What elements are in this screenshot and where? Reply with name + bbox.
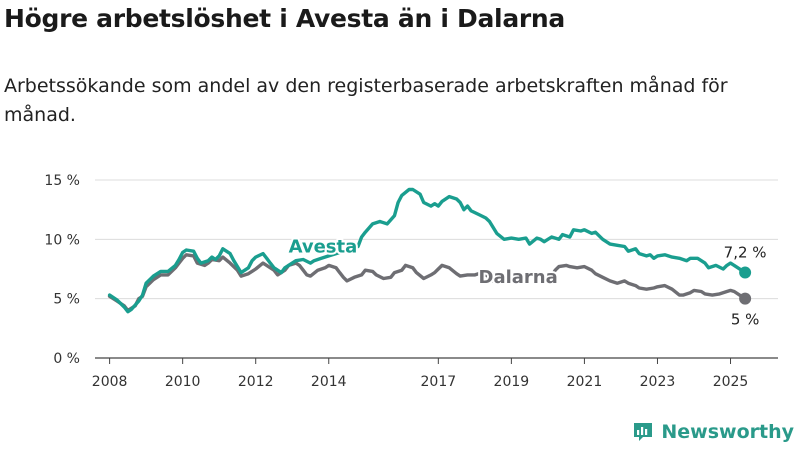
brand-logo: Newsworthy [631, 420, 794, 444]
x-tick-label: 2008 [92, 374, 128, 390]
end-label-dalarna: 5 % [731, 311, 760, 329]
x-tick-label: 2021 [567, 374, 603, 390]
series-label-avesta: Avesta [289, 236, 358, 257]
end-label-avesta: 7,2 % [724, 244, 767, 262]
series-label-dalarna: Dalarna [479, 267, 558, 288]
y-tick-label: 0 % [53, 351, 80, 367]
y-tick-label: 5 % [53, 292, 80, 308]
end-point-dalarna [739, 292, 752, 305]
x-tick-label: 2023 [640, 374, 676, 390]
x-tick-label: 2014 [311, 374, 347, 390]
y-tick-label: 10 % [44, 232, 80, 248]
y-tick-label: 15 % [44, 173, 80, 189]
brand-name: Newsworthy [661, 421, 794, 443]
chart-title: Högre arbetslöshet i Avesta än i Dalarna [4, 4, 565, 33]
x-tick-label: 2017 [421, 374, 457, 390]
x-tick-label: 2010 [165, 374, 201, 390]
end-point-avesta [739, 266, 752, 279]
x-tick-label: 2019 [494, 374, 530, 390]
x-tick-label: 2012 [238, 374, 274, 390]
series-line-avesta [107, 187, 747, 314]
x-tick-label: 2025 [713, 374, 749, 390]
chart-subtitle: Arbetssökande som andel av den registerb… [4, 75, 728, 126]
newsworthy-logo-icon [634, 423, 653, 441]
